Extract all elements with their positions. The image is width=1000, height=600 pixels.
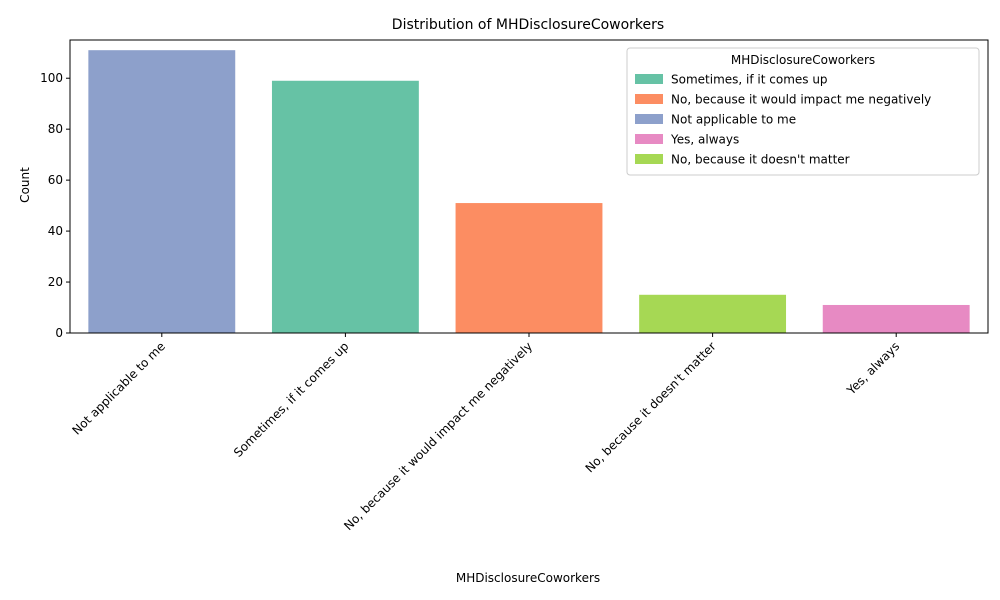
legend-entry-label: Yes, always [670,133,739,147]
legend: MHDisclosureCoworkers Sometimes, if it co… [626,47,980,176]
y-axis-label: Count [18,167,32,203]
bar-3 [639,294,787,333]
y-tick-label: 20 [48,275,63,289]
x-tick-label: No, because it would impact me negativel… [341,339,535,533]
x-axis-label: MHDisclosureCoworkers [456,571,600,585]
y-tick-label: 80 [48,122,63,136]
chart-title: Distribution of MHDisclosureCoworkers [392,17,664,33]
legend-entry-label: Not applicable to me [671,113,796,127]
legend-swatch [635,154,663,164]
x-tick-label: Sometimes, if it comes up [231,339,352,460]
y-tick-label: 40 [48,224,63,238]
bar-1 [271,80,419,333]
bar-2 [455,203,603,333]
legend-swatch [635,94,663,104]
legend-swatch [635,134,663,144]
x-tick-label: No, because it doesn't matter [583,339,719,475]
bars-group [88,50,970,333]
legend-swatch [635,114,663,124]
legend-box [626,47,980,176]
y-tick-label: 100 [40,71,63,85]
legend-title: MHDisclosureCoworkers [731,53,875,67]
y-tick-label: 0 [55,326,63,340]
bar-4 [822,304,970,333]
plot-frame [69,39,989,334]
legend-entry-label: Sometimes, if it comes up [671,73,828,87]
legend-entry-label: No, because it doesn't matter [671,153,850,167]
bar-0 [88,50,236,333]
legend-swatch [635,74,663,84]
x-axis-ticks: Not applicable to me Sometimes, if it com… [70,333,902,533]
y-tick-label: 60 [48,173,63,187]
y-axis-ticks: 0 20 40 60 80 100 [40,71,70,340]
legend-entry-label: No, because it would impact me negativel… [671,93,931,107]
x-tick-label: Not applicable to me [70,339,168,437]
x-tick-label: Yes, always [843,339,902,398]
